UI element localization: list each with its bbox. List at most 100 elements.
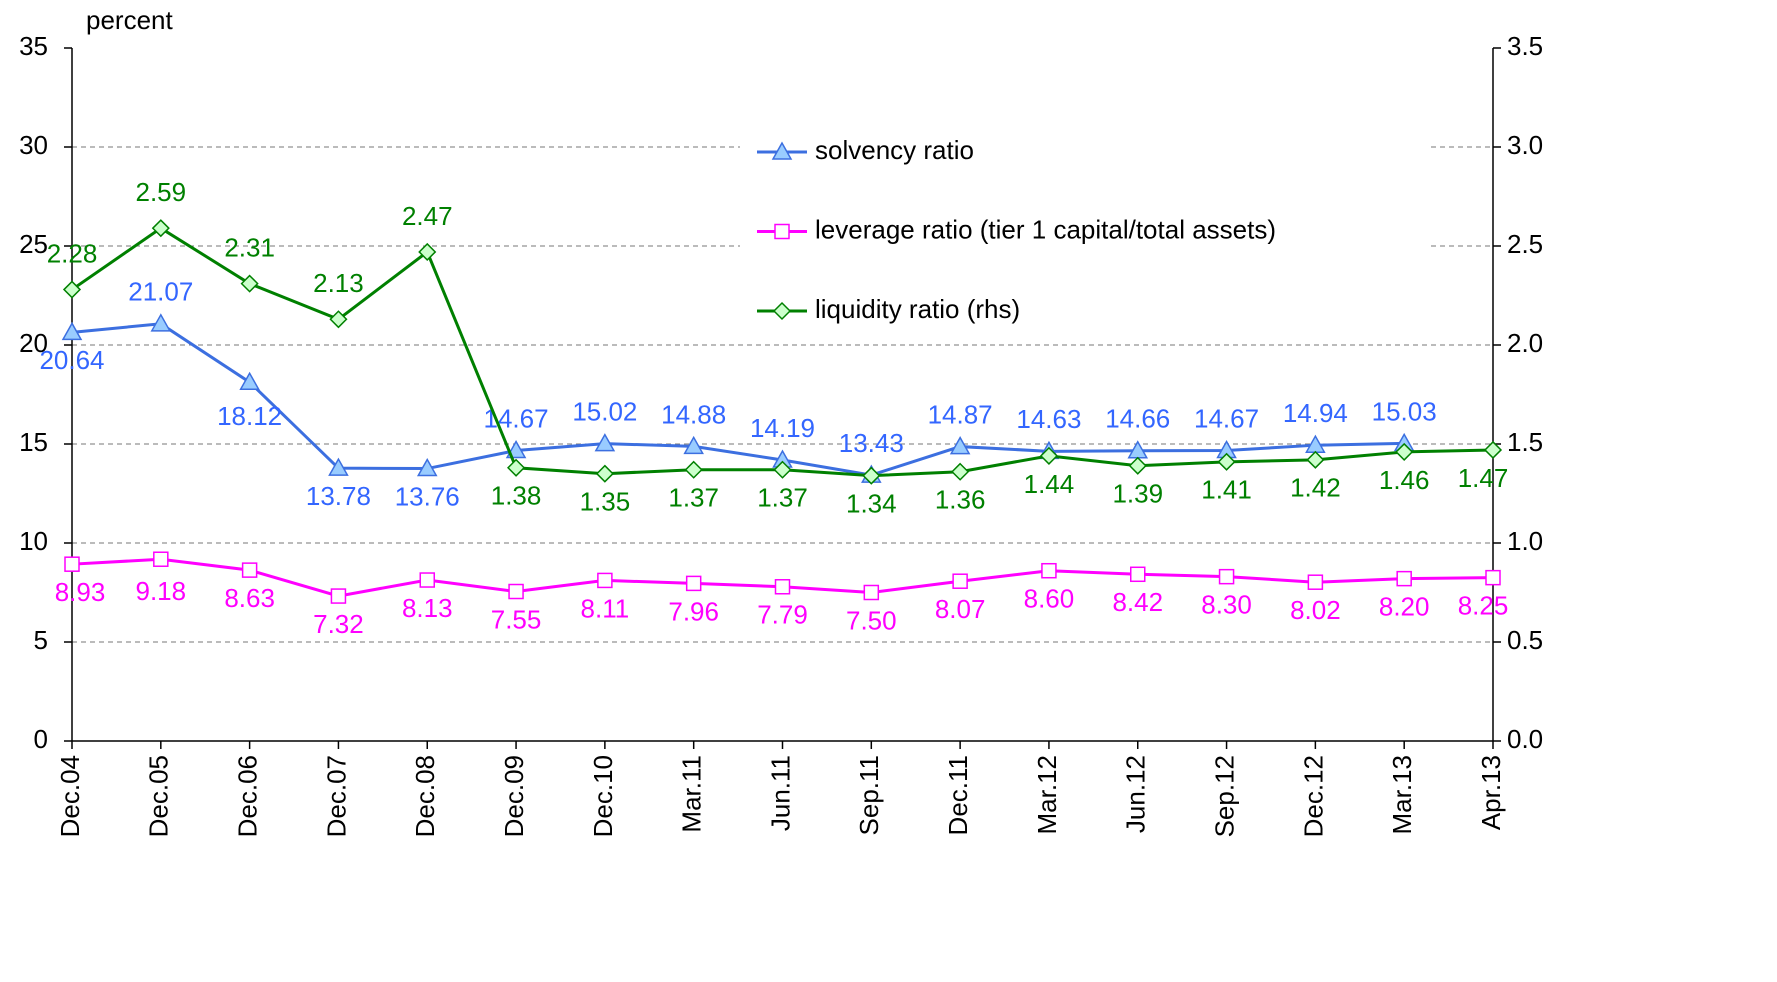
marker xyxy=(508,583,524,600)
value-label: 7.79 xyxy=(757,600,808,630)
value-label: 1.46 xyxy=(1379,465,1430,495)
x-tick-label: Sep.11 xyxy=(854,755,884,835)
value-label: 1.34 xyxy=(846,489,897,519)
y-tick-label: 0 xyxy=(34,724,48,754)
y2-tick-label: 3.5 xyxy=(1507,31,1543,61)
legend-label: solvency ratio xyxy=(815,135,974,165)
marker xyxy=(151,219,170,238)
marker xyxy=(952,573,968,589)
marker xyxy=(683,435,704,455)
legend-marker xyxy=(774,223,790,240)
y-tick-label: 30 xyxy=(19,130,48,160)
marker xyxy=(418,242,437,262)
marker xyxy=(1483,440,1503,460)
marker xyxy=(61,321,83,341)
value-label: 14.63 xyxy=(1016,404,1081,434)
value-label: 15.02 xyxy=(572,396,637,426)
marker xyxy=(597,572,613,589)
x-tick-label: Dec.07 xyxy=(321,755,351,837)
value-label: 7.32 xyxy=(313,609,364,639)
value-label: 8.60 xyxy=(1024,584,1075,614)
marker xyxy=(1039,446,1058,465)
value-label: 13.43 xyxy=(839,428,904,458)
y2-tick-label: 0.5 xyxy=(1507,625,1543,655)
legend-box xyxy=(740,120,1430,340)
y2-tick-label: 0.0 xyxy=(1507,724,1543,754)
y2-tick-label: 2.5 xyxy=(1507,229,1543,259)
marker xyxy=(862,466,881,485)
marker xyxy=(62,280,82,299)
x-tick-label: Mar.13 xyxy=(1387,755,1417,835)
value-label: 2.13 xyxy=(313,268,364,298)
marker xyxy=(1306,450,1325,469)
y-tick-label: 25 xyxy=(19,229,48,259)
marker xyxy=(594,433,616,452)
marker xyxy=(773,460,792,479)
marker xyxy=(64,556,80,572)
value-label: 13.78 xyxy=(306,481,371,511)
value-label: 1.37 xyxy=(757,483,808,513)
marker xyxy=(240,274,259,293)
value-label: 9.18 xyxy=(136,576,187,606)
marker xyxy=(1395,442,1414,461)
y2-tick-label: 1.5 xyxy=(1507,427,1543,457)
value-label: 1.36 xyxy=(935,485,986,515)
x-tick-label: Dec.06 xyxy=(233,755,263,837)
marker xyxy=(863,584,880,601)
value-label: 1.35 xyxy=(580,487,631,517)
value-label: 14.66 xyxy=(1105,404,1170,434)
y-tick-label: 20 xyxy=(19,328,48,358)
marker xyxy=(1307,574,1324,590)
marker xyxy=(328,457,349,476)
y2-tick-label: 1.0 xyxy=(1507,526,1543,556)
legend-marker xyxy=(772,301,792,321)
marker xyxy=(685,575,702,592)
value-label: 8.13 xyxy=(402,593,453,623)
marker xyxy=(1130,566,1146,583)
value-label: 2.31 xyxy=(224,232,275,262)
value-label: 8.11 xyxy=(581,593,630,623)
value-label: 14.94 xyxy=(1283,398,1348,428)
y-tick-label: 35 xyxy=(19,31,48,61)
marker xyxy=(1041,562,1057,579)
marker xyxy=(150,313,172,332)
value-label: 8.07 xyxy=(935,594,986,624)
x-tick-label: Dec.05 xyxy=(144,755,174,837)
value-label: 8.42 xyxy=(1112,587,1163,617)
marker xyxy=(330,588,347,604)
x-tick-label: Dec.10 xyxy=(588,755,618,837)
legend-label: leverage ratio (tier 1 capital/total ass… xyxy=(815,214,1276,244)
marker xyxy=(1128,456,1147,475)
x-tick-label: Dec.12 xyxy=(1298,755,1328,837)
value-label: 8.25 xyxy=(1458,591,1509,621)
value-label: 8.02 xyxy=(1290,595,1341,625)
value-label: 1.47 xyxy=(1458,463,1509,493)
marker xyxy=(1217,452,1236,471)
value-label: 14.87 xyxy=(928,399,993,429)
value-label: 20.64 xyxy=(39,345,104,375)
x-tick-label: Dec.04 xyxy=(55,755,85,837)
value-label: 1.37 xyxy=(668,483,719,513)
marker xyxy=(416,458,438,477)
value-label: 7.50 xyxy=(846,605,897,635)
marker xyxy=(329,310,348,329)
marker xyxy=(595,464,614,483)
x-tick-label: Mar.11 xyxy=(677,755,707,833)
value-label: 1.41 xyxy=(1201,475,1252,505)
value-label: 14.19 xyxy=(750,413,815,443)
marker xyxy=(419,572,435,588)
value-label: 14.67 xyxy=(1194,403,1259,433)
x-tick-label: Jun.12 xyxy=(1121,755,1151,833)
value-label: 14.67 xyxy=(484,403,549,433)
value-label: 15.03 xyxy=(1372,396,1437,426)
y-axis-label: percent xyxy=(86,5,173,35)
x-tick-label: Dec.11 xyxy=(943,755,973,835)
y-tick-label: 15 xyxy=(19,427,48,457)
value-label: 8.93 xyxy=(55,577,106,607)
marker xyxy=(241,562,258,578)
x-tick-label: Jun.11 xyxy=(765,755,795,831)
series-line xyxy=(71,322,1405,477)
value-label: 8.63 xyxy=(224,583,275,613)
marker xyxy=(949,436,971,455)
